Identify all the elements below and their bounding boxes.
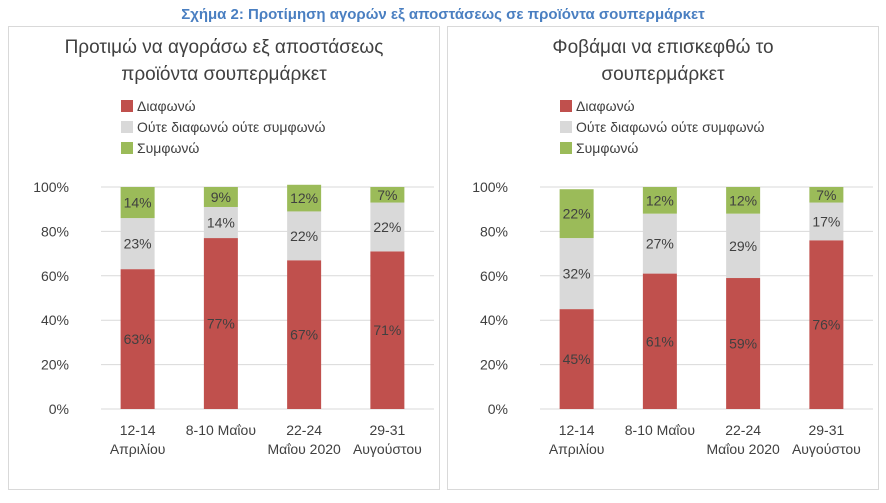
y-tick-label: 0% [488, 401, 508, 417]
chart-right: Φοβάμαι να επισκεφθώ το σουπερμάρκετ Διαφω… [472, 37, 873, 457]
data-label-neutral: 32% [563, 266, 591, 282]
data-label-neutral: 22% [290, 228, 318, 244]
bar-segment-disagree [809, 240, 844, 409]
legend-swatch-neutral [560, 121, 572, 133]
bar-segment-neutral [559, 238, 594, 310]
data-label-agree: 14% [124, 195, 152, 211]
data-label-disagree: 67% [290, 327, 318, 343]
legend-label-neutral: Ούτε διαφωνώ ούτε συμφωνώ [576, 119, 765, 135]
x-tick-label: Απριλίου [110, 441, 166, 457]
chart-title-line: προϊόντα σουπερμάρκετ [121, 64, 327, 85]
bar-segment-neutral [370, 202, 405, 252]
chart-title-line: σουπερμάρκετ [601, 64, 725, 85]
bar-segment-disagree [370, 251, 405, 409]
data-label-disagree: 71% [373, 322, 401, 338]
x-tick-label: 29-31 [808, 422, 844, 438]
legend-swatch-agree [121, 142, 133, 154]
y-tick-label: 20% [480, 357, 508, 373]
bar-segment-agree [809, 187, 844, 203]
data-label-disagree: 77% [207, 316, 235, 332]
bar-segment-neutral [287, 211, 322, 261]
x-tick-label: 8-10 Μαΐου [186, 422, 256, 438]
y-tick-label: 80% [41, 223, 69, 239]
legend-label-disagree: Διαφωνώ [137, 98, 196, 114]
y-tick-label: 0% [49, 401, 69, 417]
data-label-agree: 7% [377, 187, 397, 203]
legend-label-disagree: Διαφωνώ [576, 98, 635, 114]
legend-label-neutral: Ούτε διαφωνώ ούτε συμφωνώ [137, 119, 326, 135]
data-label-agree: 9% [211, 189, 231, 205]
data-label-agree: 12% [646, 192, 674, 208]
legend-label-agree: Συμφωνώ [576, 140, 638, 156]
bar-segment-disagree [642, 273, 677, 409]
data-label-disagree: 63% [124, 331, 152, 347]
data-label-neutral: 22% [373, 219, 401, 235]
x-tick-label: Αυγούστου [792, 441, 861, 457]
chart-panel-right: Φοβάμαι να επισκεφθώ το σουπερμάρκετ Διαφω… [447, 26, 879, 490]
data-label-neutral: 23% [124, 236, 152, 252]
bar-segment-neutral [203, 206, 238, 239]
chart-title-line: Προτιμώ να αγοράσω εξ αποστάσεως [65, 37, 384, 58]
bar-segment-agree [370, 187, 405, 203]
bar-segment-agree [203, 187, 238, 207]
x-tick-label: 22-24 [286, 422, 322, 438]
bar-segment-disagree [559, 309, 594, 409]
y-tick-label: 40% [41, 312, 69, 328]
bar-segment-neutral [120, 218, 155, 270]
x-tick-label: Αυγούστου [353, 441, 422, 457]
data-label-disagree: 61% [646, 333, 674, 349]
x-tick-label: 12-14 [120, 422, 156, 438]
legend-swatch-agree [560, 142, 572, 154]
data-label-neutral: 27% [646, 236, 674, 252]
bar-segment-disagree [120, 269, 155, 409]
data-label-disagree: 76% [812, 317, 840, 333]
data-label-agree: 12% [290, 190, 318, 206]
chart-left: Προτιμώ να αγοράσω εξ αποστάσεως προϊόντα… [33, 37, 434, 457]
y-tick-label: 40% [480, 312, 508, 328]
y-tick-label: 20% [41, 357, 69, 373]
x-tick-label: 12-14 [559, 422, 595, 438]
bar-segment-agree [287, 184, 322, 212]
y-tick-label: 100% [472, 179, 508, 195]
x-tick-label: Μαΐου 2020 [706, 441, 780, 457]
bar-segment-neutral [809, 202, 844, 241]
bar-segment-agree [642, 187, 677, 214]
x-tick-label: 8-10 Μαΐου [625, 422, 695, 438]
data-label-agree: 22% [563, 206, 591, 222]
chart-panel-left: Προτιμώ να αγοράσω εξ αποστάσεως προϊόντα… [8, 26, 440, 490]
bar-segment-agree [120, 187, 155, 219]
chart-title-line: Φοβάμαι να επισκεφθώ το [552, 37, 773, 58]
data-label-neutral: 29% [729, 238, 757, 254]
x-tick-label: 29-31 [369, 422, 405, 438]
bar-segment-agree [559, 189, 594, 239]
figure-title: Σχήμα 2: Προτίμηση αγορών εξ αποστάσεως … [181, 6, 705, 23]
y-tick-label: 60% [480, 268, 508, 284]
bar-segment-neutral [642, 213, 677, 274]
data-label-agree: 12% [729, 192, 757, 208]
bar-segment-neutral [726, 213, 761, 279]
bar-segment-disagree [203, 238, 238, 409]
y-tick-label: 80% [480, 223, 508, 239]
data-label-neutral: 14% [207, 215, 235, 231]
bar-segment-disagree [287, 260, 322, 409]
data-label-disagree: 59% [729, 336, 757, 352]
legend-swatch-disagree [560, 100, 572, 112]
x-tick-label: Απριλίου [549, 441, 605, 457]
data-label-neutral: 17% [812, 213, 840, 229]
legend-label-agree: Συμφωνώ [137, 140, 199, 156]
data-label-disagree: 45% [563, 351, 591, 367]
y-tick-label: 60% [41, 268, 69, 284]
x-tick-label: Μαΐου 2020 [267, 441, 341, 457]
legend-swatch-neutral [121, 121, 133, 133]
x-tick-label: 22-24 [725, 422, 761, 438]
y-tick-label: 100% [33, 179, 69, 195]
bar-segment-agree [726, 187, 761, 214]
legend-swatch-disagree [121, 100, 133, 112]
bar-segment-disagree [726, 278, 761, 409]
data-label-agree: 7% [816, 187, 836, 203]
